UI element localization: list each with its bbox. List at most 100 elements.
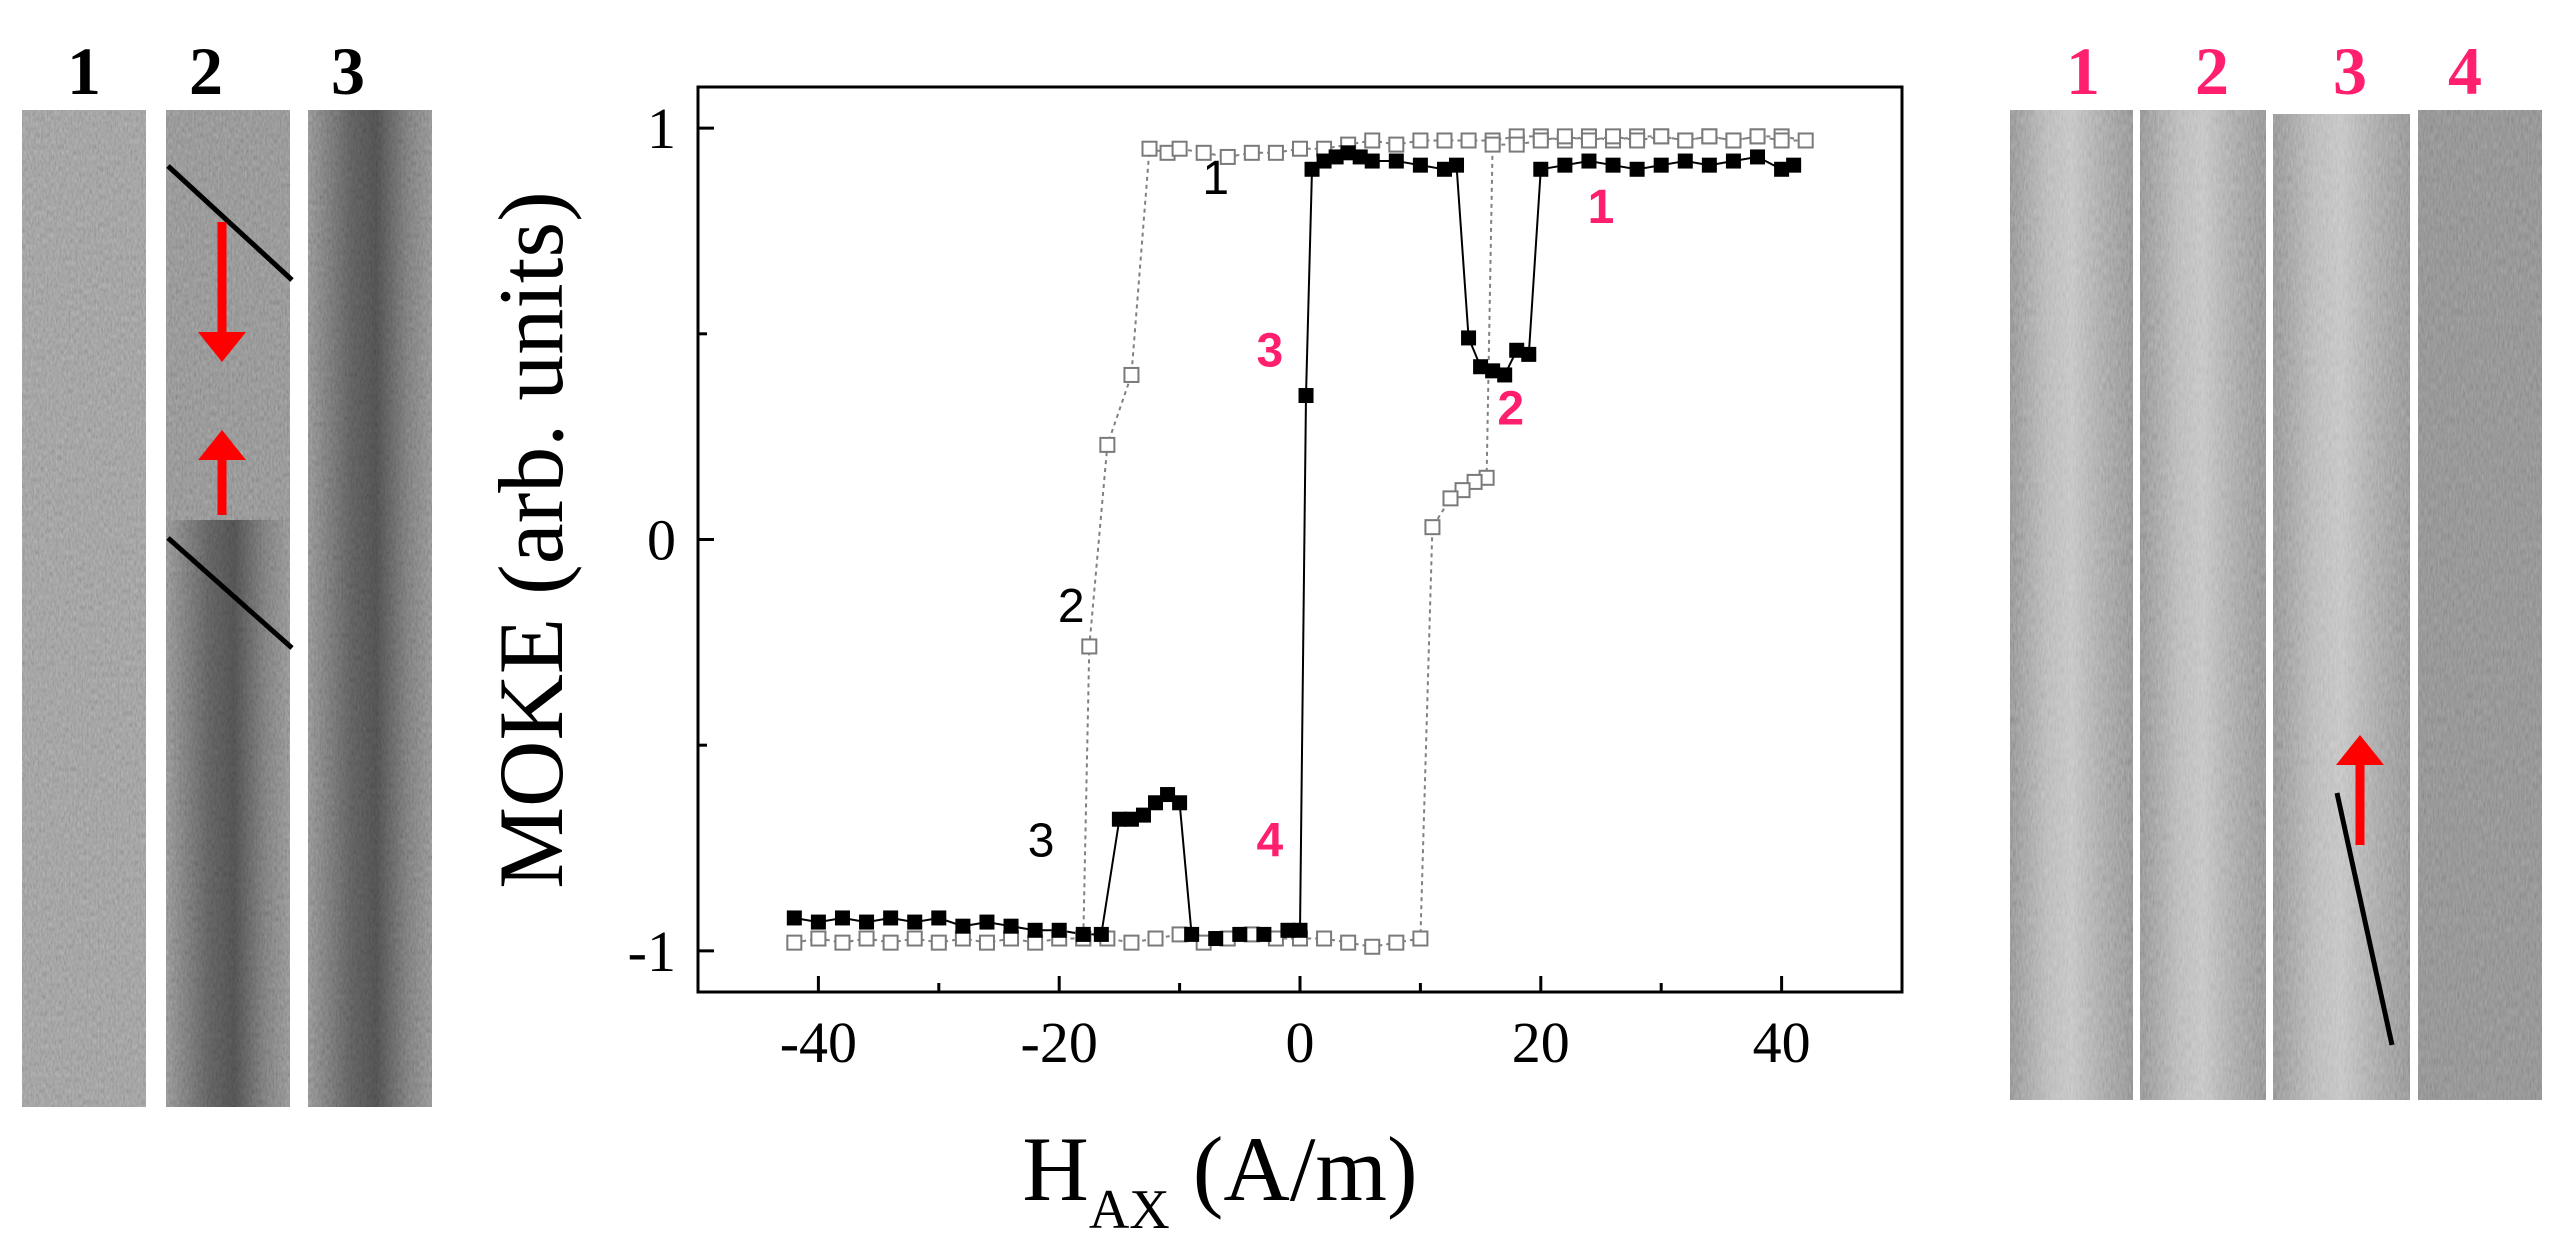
- series-2-line: [794, 151, 1794, 940]
- series-2-point: [1364, 153, 1380, 169]
- series-1-point: [1171, 140, 1188, 157]
- x-tick-label: 20: [1512, 1010, 1570, 1075]
- series-1-point: [1081, 638, 1098, 655]
- series-2-point: [1135, 807, 1151, 823]
- x-axis-label-unit: (A/m): [1170, 1118, 1418, 1220]
- series-1-point: [1123, 366, 1140, 383]
- series-2-point: [1449, 157, 1465, 173]
- series-2-point: [1093, 926, 1109, 942]
- right-image-4: [2418, 110, 2542, 1100]
- series-2-point: [1172, 795, 1188, 811]
- x-tick-label: -40: [780, 1010, 857, 1075]
- series-2-point: [1605, 157, 1621, 173]
- axis-ticks: -40 -20 0 20 40 -1 0 1: [628, 96, 1904, 1075]
- series-2-point: [1629, 161, 1645, 177]
- series-2-point: [1557, 157, 1573, 173]
- series-1-point: [1653, 128, 1670, 145]
- series-1-point: [1195, 144, 1212, 161]
- x-axis-label: HAX (A/m): [1022, 1118, 1417, 1241]
- x-axis-label-sub: AX: [1089, 1179, 1170, 1241]
- series-1-point: [1460, 132, 1477, 149]
- series-1-point: [1484, 136, 1501, 153]
- series-1-point: [1508, 136, 1525, 153]
- series-1-point: [1749, 128, 1766, 145]
- series-2-point: [1412, 157, 1428, 173]
- arrow-head: [2336, 735, 2384, 765]
- annotations: 1 2 3 1 2 3 4: [1028, 152, 1615, 867]
- series-2-point: [786, 910, 802, 926]
- series-1-point: [1701, 128, 1718, 145]
- series-2-point: [859, 914, 875, 930]
- series-1-point: [1123, 934, 1140, 951]
- x-axis-label-main: H: [1022, 1118, 1088, 1220]
- series-1-point: [1605, 128, 1622, 145]
- series-2-point: [1148, 795, 1164, 811]
- x-tick-label: 40: [1753, 1010, 1811, 1075]
- left-image-label-2: 2: [189, 33, 223, 109]
- right-image-label-3: 3: [2333, 33, 2367, 109]
- series-2-point: [1725, 153, 1741, 169]
- magnetization-arrows: [198, 222, 246, 515]
- series-1-point: [930, 934, 947, 951]
- point-annotation: 1: [1202, 152, 1229, 205]
- series-2-point: [1003, 918, 1019, 934]
- series-2-point: [931, 910, 947, 926]
- series-1-point: [1436, 132, 1453, 149]
- series-2-point: [979, 914, 995, 930]
- series-1-point: [1141, 140, 1158, 157]
- point-annotation: 3: [1257, 325, 1284, 378]
- series-1-point: [1677, 132, 1694, 149]
- domain-wall-line: [2334, 792, 2395, 1046]
- point-annotation: 2: [1497, 382, 1524, 435]
- series-2-point: [1160, 787, 1176, 803]
- x-tick-label: -20: [1021, 1010, 1098, 1075]
- series-1-point: [1243, 144, 1260, 161]
- left-image-label-1: 1: [67, 33, 101, 109]
- series-1-point: [1364, 132, 1381, 149]
- series-2-point: [1388, 153, 1404, 169]
- series-1-point: [1454, 482, 1471, 499]
- left-domain-images: 1 2 3: [22, 33, 432, 1107]
- y-tick-label: 0: [647, 508, 676, 573]
- series-1-point: [1316, 930, 1333, 947]
- series-1-point: [1267, 144, 1284, 161]
- series-2-point: [1653, 157, 1669, 173]
- series-2-point: [1677, 153, 1693, 169]
- series-1-point: [858, 930, 875, 947]
- series-1-point: [1556, 128, 1573, 145]
- series-2-point: [1292, 922, 1308, 938]
- magnetization-arrows: [2336, 735, 2384, 845]
- point-annotation: 3: [1028, 814, 1055, 867]
- series-1-point: [1340, 934, 1357, 951]
- series-2-point: [907, 914, 923, 930]
- series-2-point: [1232, 926, 1248, 942]
- point-annotation: 1: [1588, 181, 1615, 234]
- right-image-label-2: 2: [2195, 33, 2229, 109]
- right-image-label-4: 4: [2448, 33, 2482, 109]
- right-image-2: [2140, 110, 2266, 1100]
- domain-wall-line: [166, 536, 294, 650]
- series-1-point: [1442, 490, 1459, 507]
- series-1-point: [1292, 140, 1308, 157]
- series-2-point: [1075, 926, 1091, 942]
- series-1-point: [906, 930, 923, 947]
- right-image-1: [2010, 110, 2133, 1100]
- point-annotation: 4: [1257, 814, 1284, 867]
- series-1-point: [978, 934, 995, 951]
- arrow-head: [198, 332, 246, 362]
- series-2-point: [1701, 157, 1717, 173]
- arrow-head: [198, 430, 246, 460]
- y-axis-label: MOKE (arb. units): [480, 191, 582, 889]
- series-1-point: [1099, 436, 1116, 453]
- point-annotation: 2: [1058, 580, 1085, 633]
- series-1-point: [1364, 938, 1381, 955]
- series-points: [786, 128, 1814, 955]
- series-lines: [794, 135, 1806, 948]
- series-2-point: [810, 914, 826, 930]
- series-2-point: [1298, 388, 1314, 404]
- domain-wall-line: [166, 164, 294, 282]
- series-1-point: [1725, 132, 1742, 149]
- series-1-line: [794, 135, 1806, 948]
